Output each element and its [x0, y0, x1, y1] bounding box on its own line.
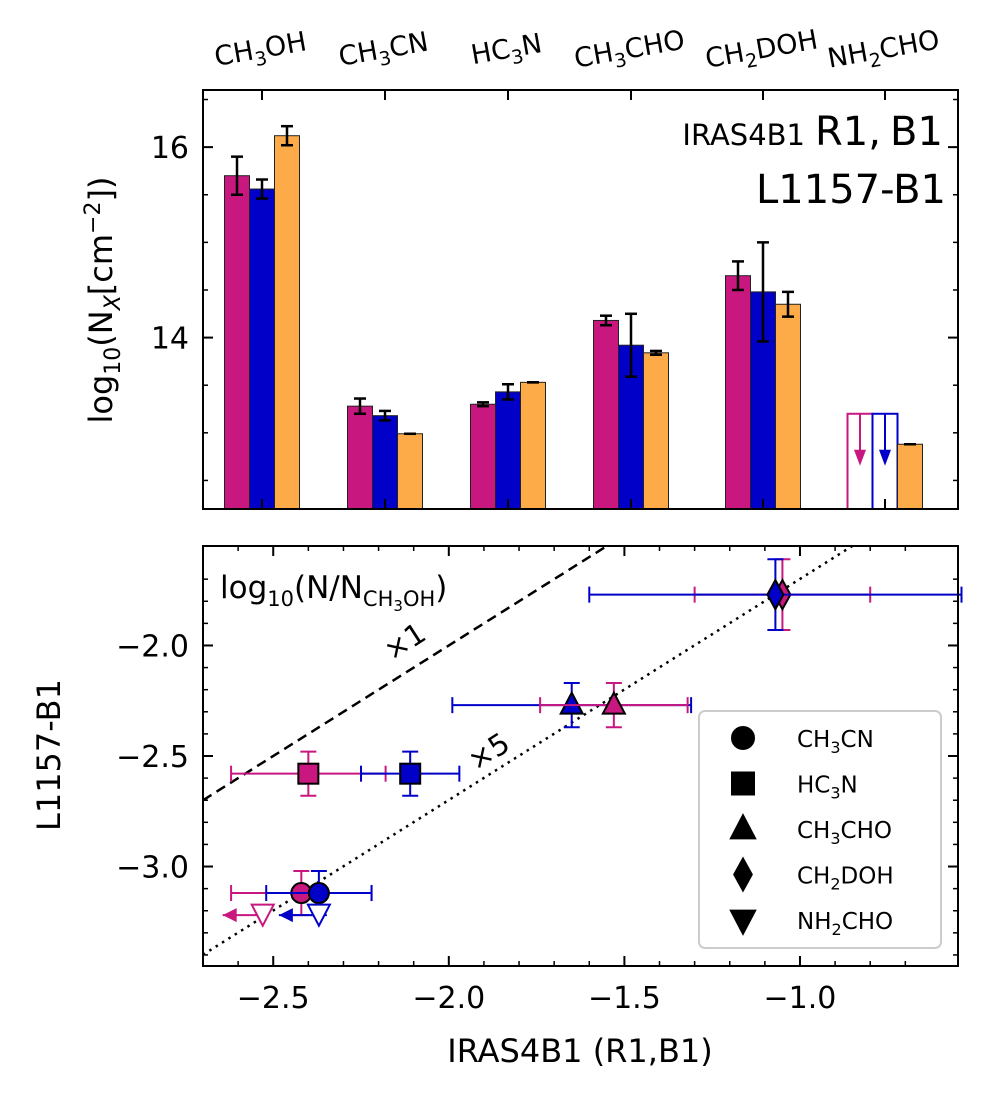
error-bar	[354, 397, 366, 416]
point-NH2CHO-R1	[222, 903, 276, 928]
molecule-labels: CH3OH CH3CN HC3N CH3CHO CH2DOH NH2CHO	[212, 25, 943, 80]
legend-box	[698, 710, 942, 949]
marker-triangle-down	[729, 909, 757, 936]
limit-arrowhead	[222, 908, 237, 923]
error-bar	[379, 409, 391, 422]
y-tick-label: 14	[151, 322, 189, 357]
marker-diamond	[766, 578, 785, 612]
bar-CH3CN-L1157-B1	[397, 433, 423, 510]
molecule-label-5: NH2CHO	[825, 25, 943, 80]
y-tick-label: 16	[151, 131, 189, 166]
marker-triangle-down	[306, 903, 332, 928]
y-tick-label: −2.5	[116, 740, 189, 775]
marker-diamond	[733, 856, 753, 893]
legend-label-circle: CH3CN	[797, 727, 874, 757]
bar-CH2DOH-L1157-B1	[775, 303, 801, 510]
error-bar	[732, 260, 744, 292]
point-NH2CHO-B1	[278, 903, 332, 928]
marker-triangle-up	[559, 690, 585, 715]
marker-legend: CH3CN HC3N CH3CHO CH2DOH NH2CHO	[698, 710, 942, 949]
upper-limit-arrowhead	[854, 449, 866, 466]
molecule-label-4: CH2DOH	[703, 25, 821, 80]
marker-triangle-up	[729, 813, 757, 840]
y-axis-title-top: log10(NX[cm−2])	[81, 177, 126, 424]
bar-HC3N-IRAS4B1-B1	[495, 391, 521, 510]
legend-label-diamond: CH2DOH	[797, 864, 894, 894]
error-bar	[600, 314, 612, 327]
marker-square	[731, 771, 755, 796]
y-tick-label: −2.0	[116, 629, 189, 664]
y-axis-title-bottom: L1157-B1	[30, 679, 68, 831]
bar-NH2CHO-L1157-B1	[897, 443, 923, 510]
upper-limit-arrowhead	[879, 449, 891, 466]
ratio-line-dashed	[203, 546, 610, 802]
marker-triangle-down	[250, 903, 276, 928]
upper-limit-NH2CHO-IRAS4B1-B1	[871, 412, 899, 511]
bar-CH3OH-L1157-B1	[274, 135, 300, 510]
point-HC3N-R1	[230, 750, 387, 797]
legend-b1: B1	[890, 109, 943, 155]
bar-CH3OH-IRAS4B1-B1	[249, 188, 275, 510]
point-CH3CHO-R1	[539, 682, 689, 729]
bar-CH3CN-IRAS4B1-B1	[372, 415, 398, 510]
error-bar	[502, 383, 514, 401]
legend-label-triangle-up: CH3CHO	[797, 818, 892, 848]
error-bar	[231, 155, 243, 196]
legend-r1: R1,	[815, 109, 881, 155]
error-bar	[625, 312, 637, 378]
marker-circle	[307, 882, 330, 905]
ratio-line-dotted	[203, 546, 855, 956]
bar-CH3CHO-IRAS4B1-R1	[593, 319, 619, 510]
x-tick-label: −1.5	[588, 981, 661, 1016]
top-frame	[202, 89, 959, 510]
y-tick-label: −3.0	[116, 851, 189, 886]
bar-CH2DOH-IRAS4B1-R1	[725, 275, 751, 510]
upper-limit-NH2CHO-IRAS4B1-R1	[846, 412, 874, 511]
x-axis-title-bottom: IRAS4B1 (R1,B1)	[447, 1032, 712, 1070]
error-bar	[757, 241, 769, 343]
point-CH2DOH-B1	[588, 558, 963, 631]
line-label-x5: ×5	[461, 726, 515, 778]
legend-source2: L1157-B1	[756, 167, 946, 213]
error-bar	[477, 401, 489, 408]
molecule-label-2: HC3N	[469, 28, 546, 76]
bars-layer	[224, 124, 923, 511]
legend-source1: IRAS4B1	[682, 118, 805, 152]
error-bar	[650, 349, 662, 356]
bar-CH3CN-IRAS4B1-R1	[347, 405, 373, 510]
line-label-x1: ×1	[377, 616, 431, 668]
marker-square	[297, 762, 320, 785]
point-HC3N-B1	[360, 750, 461, 797]
inset-label: log10(N/NCH3OH)	[220, 570, 447, 615]
bottom-axes: −2.5 −2.0 −1.5 −1.0 −3.0 −2.5 −2.0	[116, 545, 959, 1016]
bar-CH3OH-IRAS4B1-R1	[224, 175, 250, 510]
error-bar	[782, 290, 794, 318]
legend-label-square: HC3N	[797, 773, 858, 803]
marker-triangle-up	[601, 690, 627, 715]
bar-CH3CHO-L1157-B1	[643, 352, 669, 510]
point-CH3CN-B1	[265, 869, 373, 917]
bar-HC3N-IRAS4B1-R1	[470, 403, 496, 510]
ratio-lines	[203, 546, 855, 956]
error-bar	[256, 178, 268, 200]
top-axes: 14 16	[151, 89, 959, 510]
x-tick-label: −2.5	[237, 981, 310, 1016]
scatter-points	[222, 558, 963, 928]
error-bar	[281, 124, 293, 147]
bar-HC3N-L1157-B1	[520, 381, 546, 510]
limit-arrowhead	[278, 908, 293, 923]
molecule-label-0: CH3OH	[212, 26, 310, 78]
legend-label-triangle-down: NH2CHO	[797, 909, 893, 939]
column-density-bar-chart: 14 16 log10(NX[cm−2]) IRAS4B1 R1, B1 L115…	[81, 25, 959, 511]
molecule-label-1: CH3CN	[336, 27, 431, 78]
marker-square	[399, 762, 422, 785]
marker-circle	[731, 726, 755, 750]
x-tick-label: −1.0	[764, 981, 837, 1016]
molecule-label-3: CH3CHO	[572, 25, 688, 80]
x-tick-label: −2.0	[412, 981, 485, 1016]
